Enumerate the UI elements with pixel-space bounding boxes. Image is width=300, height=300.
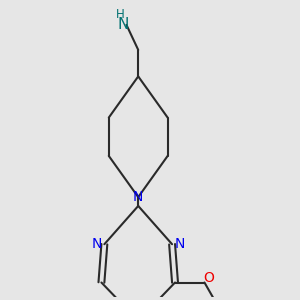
Text: H: H [116, 8, 125, 21]
Text: N: N [92, 237, 102, 251]
Text: N: N [118, 17, 129, 32]
Text: N: N [174, 237, 184, 251]
Text: O: O [203, 271, 214, 285]
Text: N: N [133, 190, 143, 204]
